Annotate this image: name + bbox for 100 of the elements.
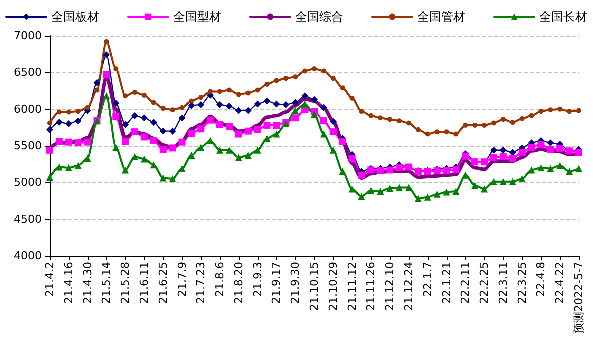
point: [246, 90, 251, 96]
point: [56, 110, 62, 115]
point: [547, 146, 554, 154]
point: [330, 118, 337, 126]
point: [178, 114, 186, 122]
point: [538, 164, 545, 172]
point: [302, 92, 309, 100]
x-tick-label: 21.9.17: [270, 262, 284, 304]
point: [112, 113, 120, 120]
point: [208, 89, 214, 94]
point: [558, 106, 563, 112]
point: [226, 88, 232, 93]
point: [169, 128, 176, 135]
point: [320, 130, 328, 138]
point: [254, 100, 262, 108]
x-tick-label: 21.4.16: [62, 262, 76, 304]
point: [452, 188, 460, 195]
x-tick-label: 21.10.29: [326, 262, 340, 311]
point: [170, 108, 176, 113]
point: [123, 94, 128, 99]
point: [103, 71, 110, 78]
point: [434, 130, 440, 135]
point: [216, 121, 224, 128]
y-tick-label: 4500: [14, 212, 42, 226]
x-tick-label: 22.1.21: [440, 262, 454, 304]
point: [122, 138, 130, 146]
point: [84, 154, 92, 162]
y-tick-label: 4000: [14, 250, 42, 262]
point: [359, 109, 364, 114]
point: [386, 166, 394, 174]
x-tick-label: 21.8.6: [214, 262, 227, 297]
x-tick-label: 21.4.2: [44, 262, 56, 297]
point: [122, 166, 130, 174]
point: [140, 114, 148, 122]
point: [65, 164, 72, 172]
point: [566, 168, 574, 176]
point: [330, 146, 337, 154]
point: [273, 122, 280, 129]
point: [169, 176, 176, 182]
point: [576, 165, 582, 172]
point: [434, 190, 441, 198]
y-tick-label: 5500: [14, 140, 42, 152]
point: [520, 116, 525, 122]
x-tick-label: 21.10.15: [308, 262, 321, 311]
point: [132, 90, 138, 95]
point: [84, 138, 92, 146]
x-tick-label: 21.11.12: [346, 262, 359, 311]
x-tick-label: 22.4.22: [554, 262, 567, 304]
point: [490, 146, 498, 154]
point: [500, 154, 507, 160]
point: [339, 138, 346, 146]
point: [150, 119, 158, 126]
point: [529, 113, 534, 118]
point: [132, 128, 139, 136]
point: [264, 82, 270, 87]
point: [350, 96, 355, 101]
point: [103, 52, 110, 59]
point: [358, 193, 366, 200]
point: [482, 122, 488, 128]
point: [74, 162, 82, 170]
legend-label: 全国型材: [174, 10, 222, 24]
point: [235, 130, 242, 138]
point: [65, 138, 72, 146]
point: [386, 185, 394, 192]
point: [254, 146, 262, 154]
point: [140, 134, 148, 141]
point: [320, 104, 328, 112]
point: [548, 108, 554, 113]
point: [236, 92, 242, 98]
point: [547, 140, 554, 147]
point: [207, 137, 214, 144]
point: [48, 120, 52, 126]
point: [56, 138, 63, 146]
point: [388, 117, 393, 122]
point: [518, 176, 526, 182]
point: [160, 106, 166, 112]
point: [556, 145, 564, 152]
x-tick-label: 21.12.24: [402, 262, 416, 311]
point: [462, 172, 470, 179]
point: [292, 99, 300, 106]
point: [104, 39, 110, 44]
point: [198, 144, 205, 151]
point: [284, 76, 289, 82]
point: [178, 165, 186, 172]
x-tick-label: 21.7.9: [176, 262, 189, 297]
point: [189, 98, 194, 104]
point: [490, 178, 498, 186]
point: [293, 74, 298, 80]
point: [311, 110, 318, 118]
point: [244, 128, 252, 135]
y-tick-label: 7000: [14, 30, 42, 42]
point: [321, 68, 326, 74]
x-tick-label: 预测2022-5-7: [572, 262, 586, 334]
point: [74, 118, 82, 125]
point: [348, 154, 356, 162]
x-tick-label: 21.4.30: [81, 262, 94, 304]
point: [282, 101, 290, 108]
point: [142, 92, 147, 98]
x-tick-label: 22.2.25: [478, 262, 492, 304]
point: [302, 100, 309, 108]
